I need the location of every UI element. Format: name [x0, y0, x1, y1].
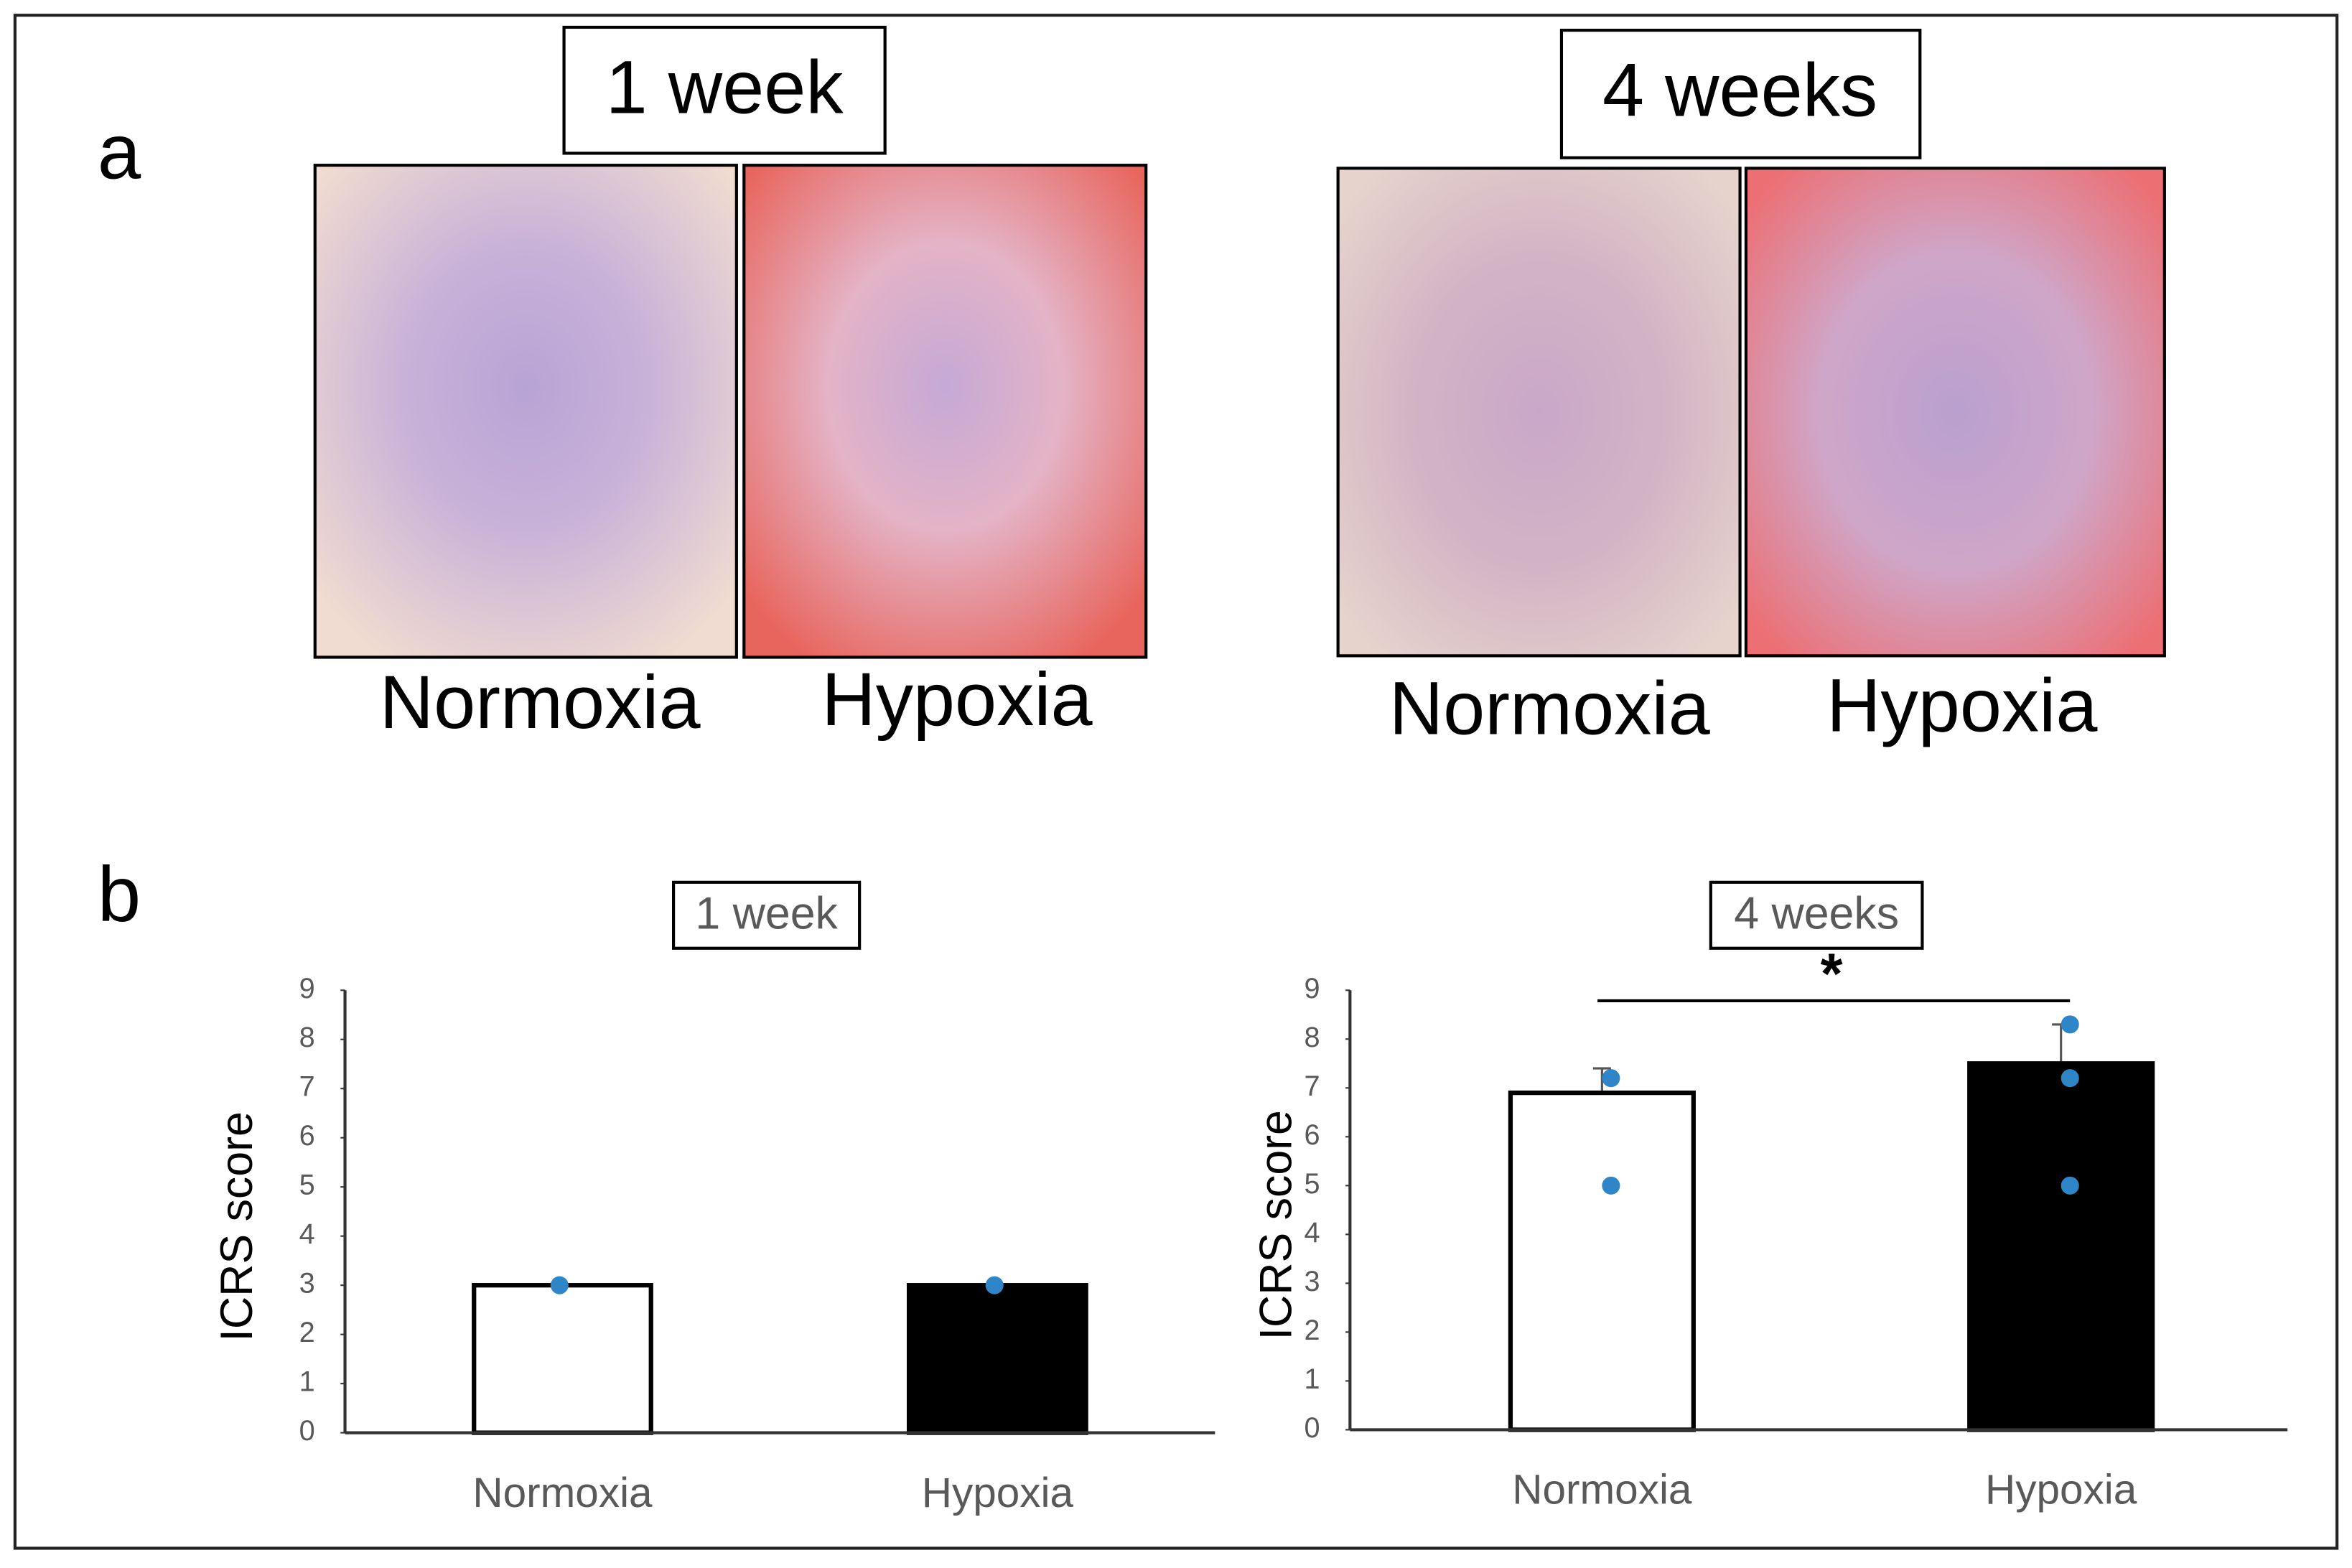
photo-title: 4 weeks — [1602, 49, 1877, 133]
x-tick-label: Hypoxia — [1985, 1467, 2137, 1513]
photo-label: Normoxia — [380, 661, 701, 745]
y-tick-label: 6 — [1304, 1119, 1320, 1151]
x-tick-label: Normoxia — [472, 1470, 653, 1516]
bar — [906, 1283, 1088, 1435]
y-tick-label: 8 — [299, 1022, 315, 1053]
photo — [742, 164, 1148, 659]
bar — [1967, 1061, 2155, 1432]
panel-label: a — [98, 108, 141, 195]
y-axis-label: ICRS score — [1251, 1110, 1302, 1340]
title-box — [562, 25, 887, 155]
photo — [1336, 167, 1742, 658]
photo — [313, 164, 738, 659]
y-tick-label: 3 — [299, 1268, 315, 1299]
photo — [1744, 167, 2166, 658]
y-tick-label: 8 — [1304, 1022, 1320, 1053]
photo-title: 1 week — [606, 45, 844, 129]
y-tick-label: 7 — [1304, 1070, 1320, 1102]
y-tick-label: 4 — [299, 1218, 315, 1250]
y-tick-label: 9 — [299, 973, 315, 1004]
y-tick-label: 5 — [1304, 1168, 1320, 1200]
photo-label: Hypoxia — [1826, 663, 2098, 747]
data-point — [2061, 1069, 2079, 1088]
title-box — [672, 880, 862, 950]
data-point — [1602, 1176, 1620, 1195]
y-tick-label: 5 — [299, 1170, 315, 1201]
y-tick-label: 2 — [1304, 1315, 1320, 1346]
title-box — [1709, 880, 1924, 950]
title-box — [1559, 29, 1922, 159]
x-tick-label: Normoxia — [1512, 1467, 1692, 1513]
y-tick-label: 3 — [1304, 1266, 1320, 1297]
panel-label: b — [98, 851, 141, 938]
bar — [1508, 1090, 1696, 1432]
data-point — [1602, 1069, 1620, 1088]
x-tick-label: Hypoxia — [922, 1470, 1074, 1516]
y-tick-label: 9 — [1304, 973, 1320, 1004]
photo-label: Hypoxia — [821, 658, 1093, 742]
data-point — [985, 1276, 1004, 1294]
photo-label: Normoxia — [1389, 666, 1711, 750]
y-tick-label: 2 — [299, 1317, 315, 1348]
data-point — [550, 1276, 569, 1294]
data-point — [2061, 1176, 2079, 1195]
significance: * — [1821, 942, 1843, 1006]
bar — [472, 1283, 653, 1435]
y-tick-label: 0 — [1304, 1412, 1320, 1444]
y-tick-label: 1 — [299, 1366, 315, 1398]
y-tick-label: 6 — [299, 1120, 315, 1152]
y-tick-label: 0 — [299, 1415, 315, 1447]
y-tick-label: 7 — [299, 1071, 315, 1103]
chart-title: 1 week — [695, 888, 838, 938]
y-axis-label: ICRS score — [212, 1111, 262, 1341]
data-point — [2061, 1015, 2079, 1034]
chart-title: 4 weeks — [1734, 888, 1899, 938]
y-tick-label: 4 — [1304, 1217, 1320, 1249]
y-tick-label: 1 — [1304, 1363, 1320, 1395]
